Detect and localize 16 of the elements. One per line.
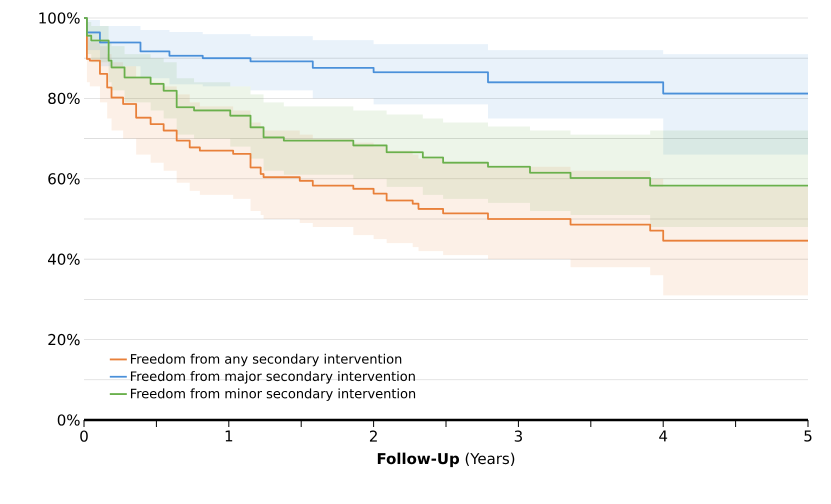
x-tick-label: 1	[226, 430, 232, 442]
x-tick-label: 0	[80, 430, 88, 442]
y-tick-label: 60%	[48, 173, 80, 184]
legend-label: Freedom from major secondary intervention	[130, 371, 415, 384]
legend-label: Freedom from any secondary intervention	[130, 354, 402, 366]
x-axis-title: Follow-Up (Years)	[378, 452, 514, 468]
x-tick-label: 4	[659, 430, 668, 442]
y-tick-label: 80%	[48, 92, 80, 104]
x-tick-label: 5	[804, 430, 812, 442]
y-tick-label: 40%	[48, 254, 80, 265]
legend-label: Freedom from minor secondary intervention	[130, 388, 416, 401]
y-tick-label: 0%	[58, 414, 80, 426]
x-tick-label: 3	[514, 430, 522, 442]
x-tick-label: 2	[370, 430, 377, 442]
y-tick-label: 100%	[39, 12, 80, 24]
y-tick-label: 20%	[48, 334, 80, 346]
